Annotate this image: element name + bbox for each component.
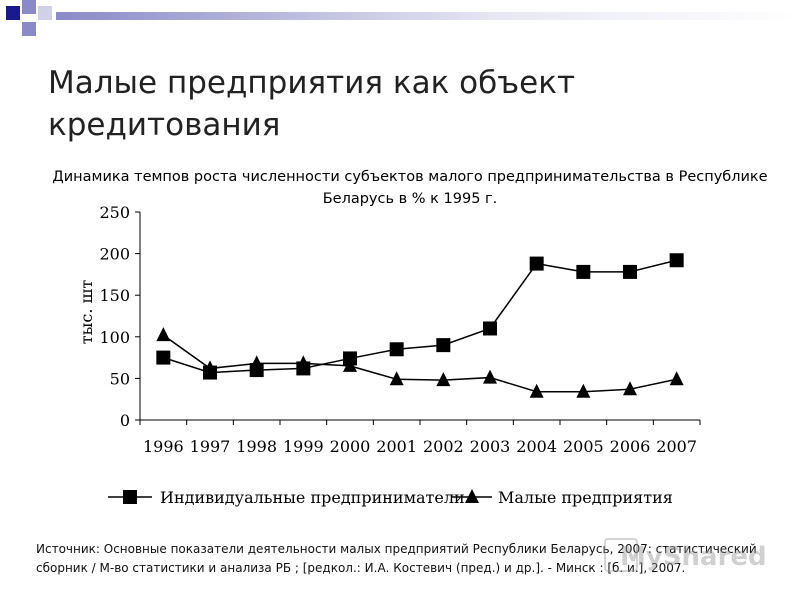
data-point-triangle (669, 371, 684, 386)
watermark-text: MyShared (620, 542, 767, 572)
x-tick-label: 1996 (143, 437, 184, 456)
series-line-1 (163, 259, 677, 374)
data-point-triangle (623, 381, 637, 396)
watermark-icon (604, 538, 638, 572)
deco-square (38, 6, 52, 20)
slide-title: Малые предприятия как объект кредитовани… (48, 65, 575, 143)
chart-title: Динамика темпов роста численности субъек… (52, 169, 768, 207)
data-point-square (669, 253, 684, 268)
x-tick-label: 2002 (423, 437, 464, 456)
data-point-triangle (203, 360, 217, 375)
data-point-triangle (249, 355, 264, 370)
data-point-triangle (576, 383, 591, 398)
corner-decoration (0, 0, 800, 40)
deco-gradient-bar (56, 12, 800, 20)
x-tick-label: 1997 (190, 437, 231, 456)
legend-label: Индивидуальные предприниматели (160, 488, 465, 507)
legend-marker-triangle (465, 489, 479, 503)
x-tick-label: 2005 (563, 437, 604, 456)
x-tick-label: 2006 (610, 437, 651, 456)
legend-marker-square (123, 490, 137, 504)
data-point-triangle (156, 327, 171, 342)
data-point-square (436, 338, 451, 353)
x-tick-label: 2001 (376, 437, 417, 456)
y-axis-label: тыс. шт (77, 280, 96, 345)
data-point-square (483, 321, 497, 336)
data-point-square (623, 264, 637, 279)
x-tick-label: 1998 (236, 437, 277, 456)
x-tick-label: 2000 (330, 437, 371, 456)
data-point-triangle (436, 372, 451, 387)
y-tick-label: 250 (99, 203, 130, 222)
data-point-square (156, 350, 171, 365)
y-tick-label: 200 (99, 245, 130, 264)
data-point-triangle (343, 357, 357, 372)
data-point-triangle (529, 383, 544, 398)
y-tick-label: 150 (99, 286, 130, 305)
data-point-triangle (483, 369, 497, 384)
data-point-square (576, 264, 591, 279)
x-tick-label: 2003 (470, 437, 511, 456)
x-tick-label: 2007 (656, 437, 697, 456)
y-tick-label: 100 (99, 328, 130, 347)
series-line-2 (162, 334, 677, 393)
data-point-square (389, 342, 404, 357)
deco-square (22, 0, 36, 14)
x-tick-label: 2004 (516, 437, 557, 456)
x-tick-label: 1999 (283, 437, 324, 456)
y-tick-label: 0 (120, 411, 130, 430)
data-point-square (529, 256, 544, 271)
y-tick-label: 50 (110, 369, 130, 388)
data-point-triangle (389, 371, 404, 386)
legend-label: Малые предприятия (498, 488, 673, 507)
deco-square (22, 22, 36, 36)
data-point-triangle (296, 355, 311, 370)
deco-square (6, 6, 20, 20)
source-citation: Источник: Основные показатели деятельнос… (36, 542, 757, 575)
